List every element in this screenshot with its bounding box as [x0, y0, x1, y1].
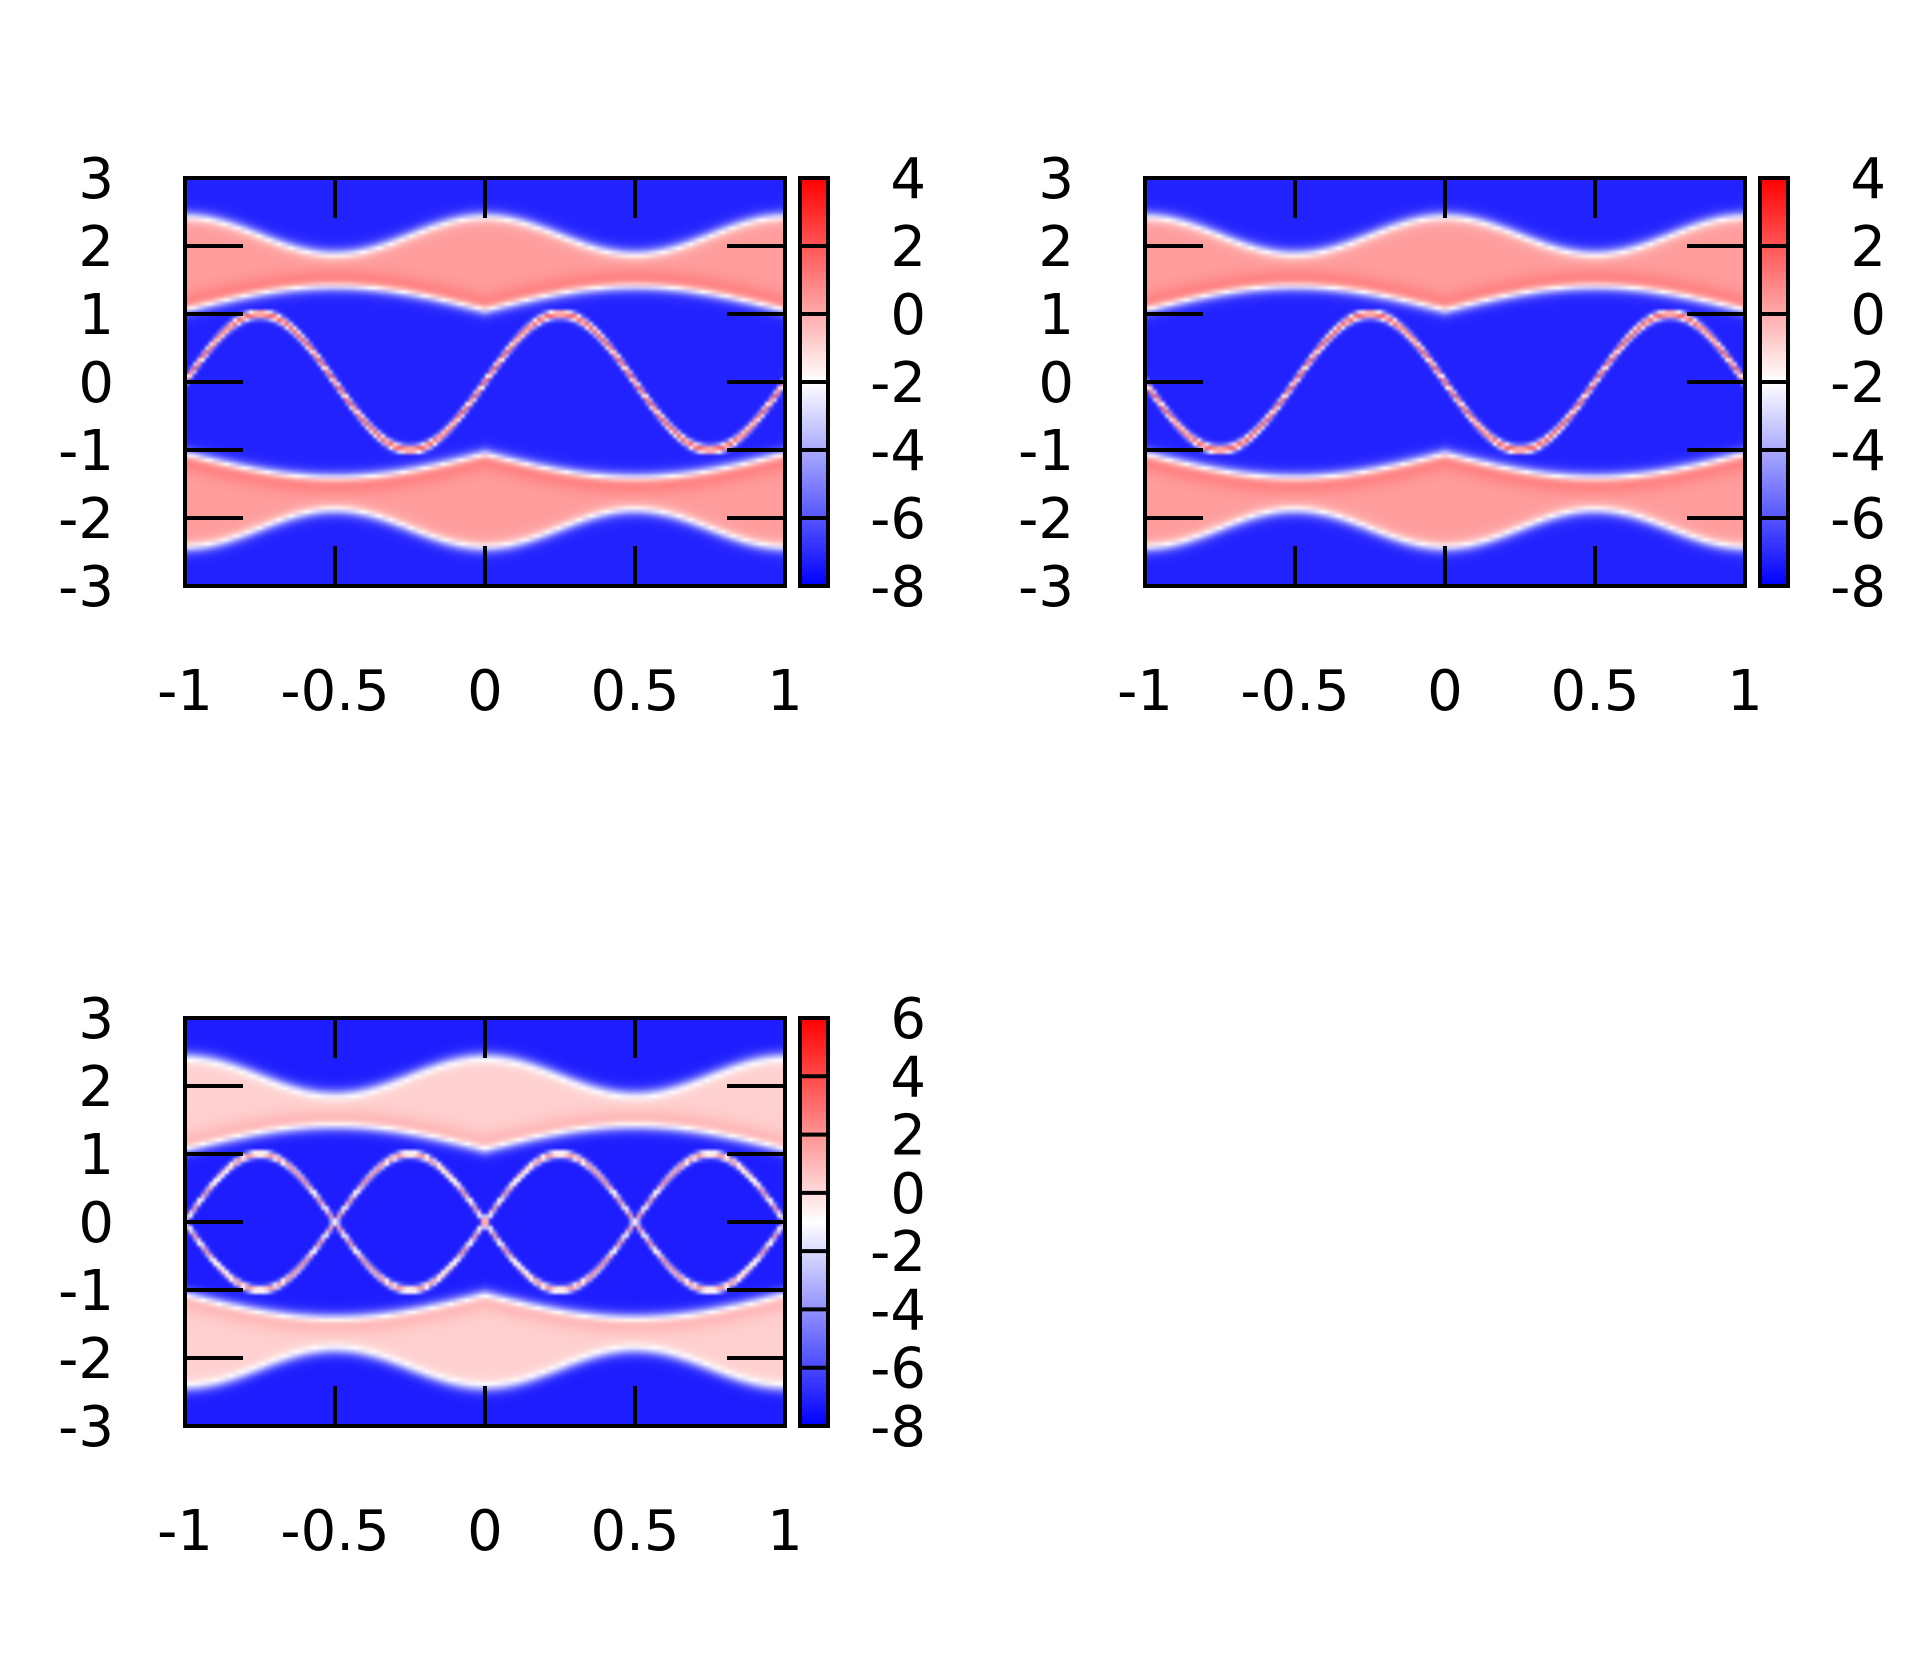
x-tick-label: -0.5	[280, 659, 389, 724]
colorbar-tick-label: -4	[870, 419, 926, 484]
x-tick-label: 0	[467, 659, 503, 724]
y-tick-label: 3	[78, 147, 114, 212]
colorbar-tick-label: 2	[890, 215, 926, 280]
y-tick-label: 2	[78, 215, 114, 280]
colorbar-tick-label: 0	[890, 283, 926, 348]
y-tick-label: 0	[78, 351, 114, 416]
colorbar-tick-label: -8	[870, 555, 926, 620]
y-tick-label: -3	[58, 1395, 114, 1460]
colorbar	[798, 1016, 830, 1428]
colorbar-tick-label: 4	[890, 1045, 926, 1110]
x-tick-label: -1	[157, 1499, 213, 1564]
colorbar-tick-label: -4	[870, 1278, 926, 1343]
y-tick-label: 2	[1038, 215, 1074, 280]
x-tick-label: -0.5	[1240, 659, 1349, 724]
y-tick-label: 1	[78, 283, 114, 348]
colorbar-tick-label: 2	[1850, 215, 1886, 280]
x-tick-label: 1	[767, 659, 803, 724]
y-tick-label: -2	[58, 487, 114, 552]
colorbar-tick-label: 2	[890, 1104, 926, 1169]
y-tick-label: -1	[58, 1259, 114, 1324]
colorbar-tick-label: 6	[890, 987, 926, 1052]
colorbar-tick-label: -6	[870, 1337, 926, 1402]
x-tick-label: 0.5	[1550, 659, 1639, 724]
colorbar-tick-label: 4	[890, 147, 926, 212]
y-tick-label: 3	[1038, 147, 1074, 212]
x-tick-label: 0.5	[590, 1499, 679, 1564]
x-tick-label: -1	[157, 659, 213, 724]
colorbar-tick-label: -6	[870, 487, 926, 552]
x-tick-label: 0	[467, 1499, 503, 1564]
x-tick-label: -0.5	[280, 1499, 389, 1564]
y-tick-label: 3	[78, 987, 114, 1052]
colorbar-tick-label: 0	[890, 1162, 926, 1227]
x-tick-label: 1	[1727, 659, 1763, 724]
y-tick-label: -1	[58, 419, 114, 484]
colorbar-tick-label: -2	[1830, 351, 1886, 416]
y-tick-label: -1	[1018, 419, 1074, 484]
colorbar-tick-label: 4	[1850, 147, 1886, 212]
y-tick-label: 0	[1038, 351, 1074, 416]
y-tick-label: 0	[78, 1191, 114, 1256]
heatmap-image	[1145, 178, 1745, 586]
x-tick-label: 0	[1427, 659, 1463, 724]
x-tick-label: -1	[1117, 659, 1173, 724]
colorbar-tick-label: -4	[1830, 419, 1886, 484]
colorbar-tick-label: -6	[1830, 487, 1886, 552]
heatmap-image	[185, 178, 785, 586]
colorbar-tick-label: -2	[870, 1220, 926, 1285]
y-tick-label: -3	[1018, 555, 1074, 620]
y-tick-label: -2	[1018, 487, 1074, 552]
y-tick-label: -2	[58, 1327, 114, 1392]
y-tick-label: 2	[78, 1055, 114, 1120]
y-tick-label: 1	[1038, 283, 1074, 348]
colorbar-tick-label: -8	[1830, 555, 1886, 620]
heatmap-image	[185, 1018, 785, 1426]
y-tick-label: 1	[78, 1123, 114, 1188]
x-tick-label: 0.5	[590, 659, 679, 724]
colorbar-tick-label: -8	[870, 1395, 926, 1460]
y-tick-label: -3	[58, 555, 114, 620]
colorbar-tick-label: 0	[1850, 283, 1886, 348]
colorbar-tick-label: -2	[870, 351, 926, 416]
x-tick-label: 1	[767, 1499, 803, 1564]
